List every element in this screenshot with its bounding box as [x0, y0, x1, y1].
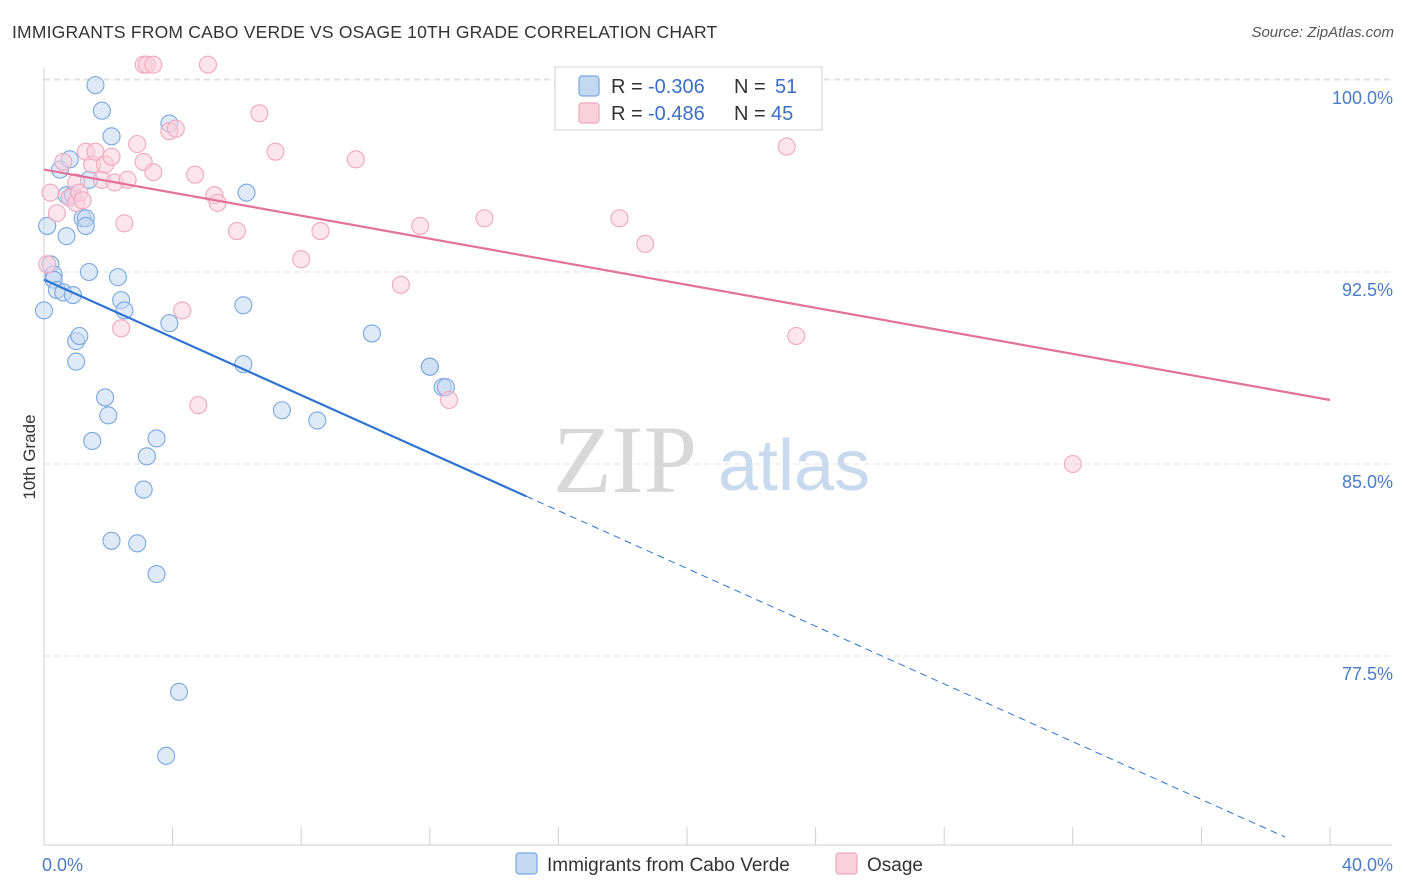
data-point-osage: [115, 214, 134, 233]
chart-title: IMMIGRANTS FROM CABO VERDE VS OSAGE 10TH…: [12, 22, 718, 42]
data-point-osage: [47, 204, 66, 223]
data-point-cabo-verde: [147, 429, 166, 448]
data-point-osage: [636, 234, 655, 253]
data-point-osage: [144, 163, 163, 182]
y-tick-label: 100.0%: [1332, 88, 1393, 108]
data-point-osage: [189, 396, 208, 415]
data-point-osage: [41, 183, 60, 202]
legend-r-value-pink: -0.486: [648, 103, 705, 125]
legend-r-label-pink: R =: [611, 103, 643, 125]
data-point-cabo-verde: [102, 127, 121, 146]
data-point-osage: [102, 147, 121, 166]
watermark-atlas: atlas: [718, 426, 870, 506]
data-point-osage: [173, 301, 192, 320]
data-point-osage: [411, 216, 430, 235]
data-point-cabo-verde: [420, 357, 439, 376]
data-point-cabo-verde: [102, 531, 121, 550]
data-point-cabo-verde: [92, 101, 111, 120]
data-point-cabo-verde: [128, 534, 147, 553]
data-point-osage: [610, 209, 629, 228]
data-point-cabo-verde: [272, 401, 291, 420]
y-tick-label: 92.5%: [1342, 280, 1393, 300]
data-point-osage: [266, 142, 285, 161]
data-point-cabo-verde: [96, 388, 115, 407]
correlation-legend: R = -0.306 N = 51 R = -0.486 N = 45: [554, 66, 823, 131]
data-point-cabo-verde: [76, 216, 95, 235]
data-point-cabo-verde: [169, 682, 189, 701]
regression-line-cabo-verde: [43, 278, 527, 498]
y-axis-title: 10th Grade: [20, 414, 39, 499]
data-point-cabo-verde: [237, 183, 256, 202]
data-point-cabo-verde: [34, 301, 54, 320]
legend-n-label-pink: N =: [734, 103, 766, 125]
legend-n-value-pink: 45: [771, 103, 793, 125]
data-point-osage: [54, 152, 73, 171]
watermark-zip: ZIP: [553, 406, 697, 513]
legend-swatch-pink: [578, 102, 600, 124]
data-point-osage: [346, 150, 365, 169]
data-point-osage: [112, 319, 131, 338]
series-osage-points: [38, 55, 1082, 474]
legend-n-label-blue: N =: [734, 76, 766, 98]
data-point-cabo-verde: [234, 296, 253, 315]
data-point-cabo-verde: [157, 746, 176, 765]
data-point-osage: [475, 209, 494, 228]
data-point-cabo-verde: [79, 262, 99, 282]
legend-swatch-blue: [578, 75, 600, 97]
data-point-osage: [440, 390, 459, 410]
data-point-cabo-verde: [70, 326, 89, 346]
data-point-osage: [391, 275, 410, 294]
legend-r-value-blue: -0.306: [648, 76, 705, 98]
x-tick-label: 0.0%: [42, 855, 83, 875]
data-point-cabo-verde: [67, 352, 86, 371]
data-point-osage: [186, 165, 205, 184]
data-point-osage: [128, 134, 147, 154]
data-point-cabo-verde: [134, 480, 153, 499]
data-point-osage: [311, 221, 330, 241]
data-point-cabo-verde: [83, 431, 102, 451]
data-point-cabo-verde: [137, 447, 156, 466]
data-point-osage: [144, 55, 163, 74]
data-point-osage: [250, 104, 269, 123]
series-legend-label-cabo-verde: Immigrants from Cabo Verde: [547, 855, 790, 876]
x-tick-label: 40.0%: [1342, 855, 1393, 875]
regression-line-osage: [43, 168, 1331, 402]
source-label: Source: ZipAtlas.com: [1251, 24, 1394, 41]
data-point-osage: [38, 255, 57, 274]
data-point-osage: [777, 137, 796, 156]
data-point-cabo-verde: [147, 565, 166, 584]
data-point-cabo-verde: [160, 314, 179, 333]
data-point-cabo-verde: [99, 406, 118, 425]
data-point-cabo-verde: [108, 268, 127, 287]
points-layer: [34, 55, 1082, 765]
legend-r-label-blue: R =: [611, 76, 643, 98]
series-legend: Immigrants from Cabo Verde Osage: [515, 852, 923, 876]
data-point-osage: [86, 142, 105, 161]
series-legend-label-osage: Osage: [867, 855, 923, 876]
data-point-cabo-verde: [308, 411, 327, 430]
data-point-osage: [198, 55, 218, 74]
x-tick-labels: 0.0% 40.0%: [42, 855, 1393, 875]
regression-layer: [43, 168, 1331, 838]
data-point-cabo-verde: [38, 216, 57, 235]
series-legend-swatch-cabo-verde: [515, 852, 538, 875]
data-point-osage: [166, 119, 185, 138]
data-point-cabo-verde: [57, 227, 76, 246]
y-tick-labels: 100.0% 92.5% 85.0% 77.5%: [1332, 88, 1393, 684]
data-point-osage: [227, 221, 246, 241]
watermark: ZIP atlas: [553, 406, 870, 513]
y-tick-label: 77.5%: [1342, 664, 1393, 684]
data-point-cabo-verde: [86, 76, 105, 95]
data-point-osage: [1063, 454, 1082, 474]
data-point-osage: [787, 326, 806, 346]
regression-extension-cabo-verde: [526, 495, 1286, 838]
legend-n-value-blue: 51: [775, 76, 797, 98]
data-point-osage: [292, 250, 311, 269]
data-point-osage: [73, 191, 92, 210]
series-legend-swatch-osage: [835, 852, 858, 875]
data-point-cabo-verde: [362, 324, 381, 343]
y-tick-label: 85.0%: [1342, 472, 1393, 492]
